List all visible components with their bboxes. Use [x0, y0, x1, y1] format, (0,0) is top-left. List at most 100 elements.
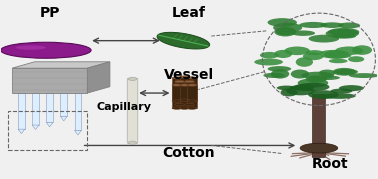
Bar	[180, 77, 189, 100]
Bar	[187, 78, 197, 101]
Bar	[18, 93, 25, 129]
Ellipse shape	[129, 77, 137, 80]
Bar	[46, 93, 53, 122]
Text: Capillary: Capillary	[97, 102, 152, 112]
Ellipse shape	[175, 103, 184, 106]
Ellipse shape	[339, 85, 364, 91]
Ellipse shape	[297, 83, 330, 91]
Ellipse shape	[187, 100, 197, 102]
Text: Root: Root	[312, 157, 349, 171]
Text: Leaf: Leaf	[172, 6, 206, 20]
Polygon shape	[12, 68, 87, 93]
Polygon shape	[60, 116, 67, 121]
Polygon shape	[32, 125, 39, 129]
Bar	[187, 85, 197, 108]
Ellipse shape	[300, 143, 338, 153]
Ellipse shape	[352, 45, 372, 55]
Ellipse shape	[274, 50, 292, 58]
Polygon shape	[157, 32, 210, 49]
Ellipse shape	[172, 84, 182, 86]
Ellipse shape	[306, 75, 327, 83]
Ellipse shape	[276, 27, 295, 35]
Ellipse shape	[348, 56, 364, 62]
Ellipse shape	[297, 78, 328, 88]
Ellipse shape	[16, 45, 46, 50]
Ellipse shape	[306, 50, 324, 55]
Ellipse shape	[187, 107, 197, 109]
Ellipse shape	[332, 34, 356, 39]
Text: Cotton: Cotton	[163, 146, 215, 160]
Ellipse shape	[129, 141, 137, 144]
Ellipse shape	[268, 18, 297, 27]
Polygon shape	[74, 130, 81, 135]
Ellipse shape	[320, 22, 344, 28]
Ellipse shape	[329, 59, 348, 63]
Bar	[180, 85, 189, 108]
Ellipse shape	[328, 28, 359, 36]
Ellipse shape	[338, 23, 360, 28]
Ellipse shape	[260, 52, 279, 59]
Ellipse shape	[180, 76, 189, 78]
Ellipse shape	[172, 100, 182, 102]
Ellipse shape	[268, 66, 291, 72]
Ellipse shape	[349, 73, 378, 78]
Ellipse shape	[320, 50, 346, 56]
Ellipse shape	[319, 70, 336, 76]
Bar	[172, 78, 182, 101]
Ellipse shape	[180, 99, 189, 101]
Ellipse shape	[323, 93, 356, 99]
Ellipse shape	[1, 42, 91, 58]
Bar	[74, 93, 81, 130]
Ellipse shape	[271, 69, 289, 79]
Ellipse shape	[335, 69, 358, 75]
Bar	[175, 81, 184, 105]
Polygon shape	[87, 62, 110, 93]
FancyBboxPatch shape	[313, 94, 325, 158]
Ellipse shape	[290, 85, 308, 90]
Ellipse shape	[180, 84, 189, 86]
Ellipse shape	[291, 69, 309, 79]
Ellipse shape	[254, 59, 283, 66]
Ellipse shape	[284, 47, 310, 55]
Polygon shape	[18, 129, 25, 134]
Ellipse shape	[180, 107, 189, 109]
Ellipse shape	[187, 84, 197, 86]
Ellipse shape	[274, 27, 296, 37]
Ellipse shape	[324, 50, 350, 59]
Ellipse shape	[333, 68, 356, 76]
Ellipse shape	[172, 77, 182, 79]
Bar	[8, 111, 87, 150]
Ellipse shape	[296, 57, 313, 67]
Ellipse shape	[325, 29, 359, 38]
Ellipse shape	[301, 72, 334, 79]
Ellipse shape	[184, 80, 194, 83]
Ellipse shape	[299, 22, 327, 28]
Ellipse shape	[287, 87, 315, 95]
Bar	[32, 93, 39, 125]
Ellipse shape	[187, 77, 197, 79]
Ellipse shape	[321, 53, 352, 59]
Ellipse shape	[314, 76, 340, 80]
Text: PP: PP	[39, 6, 60, 20]
Ellipse shape	[330, 89, 353, 93]
Ellipse shape	[263, 73, 285, 78]
Ellipse shape	[280, 88, 298, 96]
Bar	[184, 81, 194, 105]
Bar	[172, 85, 182, 108]
Ellipse shape	[293, 84, 314, 91]
Ellipse shape	[175, 80, 184, 83]
Ellipse shape	[335, 47, 363, 55]
Ellipse shape	[184, 103, 194, 106]
Ellipse shape	[291, 30, 315, 36]
Bar	[60, 93, 67, 116]
Ellipse shape	[303, 52, 324, 60]
Ellipse shape	[172, 107, 182, 109]
Ellipse shape	[308, 35, 339, 43]
Polygon shape	[12, 62, 110, 68]
FancyBboxPatch shape	[127, 78, 138, 143]
Ellipse shape	[277, 86, 296, 90]
Ellipse shape	[273, 23, 302, 32]
Polygon shape	[46, 122, 53, 127]
Text: Vessel: Vessel	[164, 68, 214, 82]
Ellipse shape	[308, 90, 339, 99]
